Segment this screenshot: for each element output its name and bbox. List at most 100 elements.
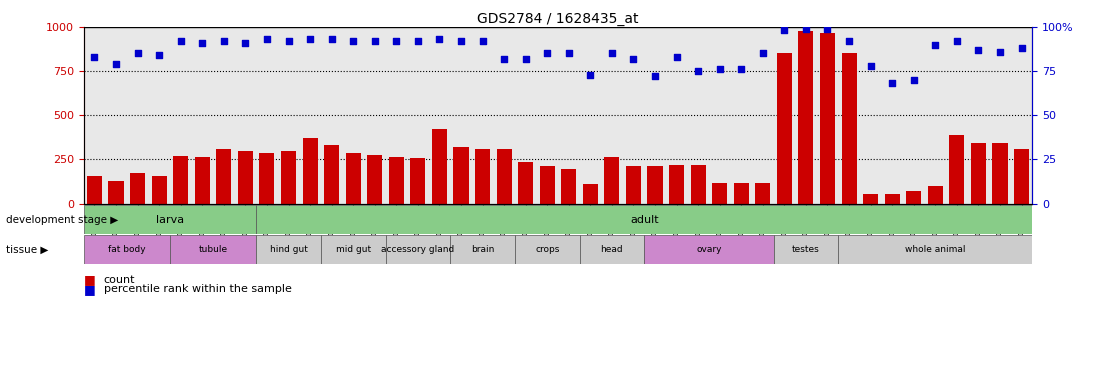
Point — [408, 38, 426, 44]
Bar — [238, 151, 253, 204]
Bar — [173, 156, 189, 204]
Bar — [950, 135, 964, 204]
Bar — [281, 151, 296, 204]
Bar — [647, 166, 663, 204]
Bar — [841, 53, 857, 204]
Point — [947, 38, 965, 44]
Bar — [691, 165, 705, 204]
Bar — [885, 194, 899, 204]
Point — [387, 38, 405, 44]
Bar — [863, 194, 878, 204]
Point — [323, 36, 340, 42]
Bar — [346, 153, 360, 204]
Bar — [756, 183, 770, 204]
Bar — [583, 184, 598, 204]
Bar — [668, 165, 684, 204]
Point — [711, 66, 729, 72]
Bar — [194, 157, 210, 204]
Bar — [605, 157, 619, 204]
Point — [840, 38, 858, 44]
Point — [172, 38, 190, 44]
Bar — [838, 235, 1032, 264]
Point — [193, 40, 211, 46]
Text: count: count — [104, 275, 135, 285]
Bar — [152, 176, 166, 204]
Bar — [259, 153, 275, 204]
Bar — [992, 142, 1008, 204]
Bar — [411, 157, 425, 204]
Point — [452, 38, 470, 44]
Bar — [475, 149, 490, 204]
Point — [776, 27, 793, 33]
Point — [667, 54, 685, 60]
Point — [970, 47, 988, 53]
Point — [690, 68, 708, 74]
Text: fat body: fat body — [108, 245, 145, 254]
Point — [625, 56, 643, 62]
Point — [797, 26, 815, 32]
Text: ■: ■ — [84, 273, 96, 286]
Text: testes: testes — [792, 245, 820, 254]
Point — [280, 38, 298, 44]
Bar — [626, 166, 641, 204]
Point — [818, 26, 836, 32]
Point — [883, 80, 901, 86]
Bar — [453, 147, 469, 204]
Text: development stage ▶: development stage ▶ — [6, 215, 118, 225]
Text: larva: larva — [156, 215, 184, 225]
Bar — [906, 191, 922, 204]
Bar — [733, 183, 749, 204]
Point — [646, 73, 664, 79]
Point — [473, 38, 491, 44]
Text: hind gut: hind gut — [270, 245, 307, 254]
Bar — [450, 235, 514, 264]
Point — [107, 61, 125, 67]
Text: tubule: tubule — [199, 245, 228, 254]
Bar — [84, 235, 170, 264]
Point — [991, 48, 1009, 55]
Title: GDS2784 / 1628435_at: GDS2784 / 1628435_at — [478, 12, 638, 26]
Text: adult: adult — [629, 215, 658, 225]
Point — [344, 38, 362, 44]
Point — [1012, 45, 1030, 51]
Bar — [561, 169, 576, 204]
Bar — [971, 144, 985, 204]
Bar — [432, 129, 448, 204]
Point — [431, 36, 449, 42]
Text: head: head — [600, 245, 623, 254]
Point — [151, 52, 169, 58]
Point — [603, 50, 620, 56]
Point — [926, 41, 944, 48]
Bar — [497, 149, 511, 204]
Text: whole animal: whole animal — [905, 245, 965, 254]
Point — [366, 38, 384, 44]
Bar — [712, 183, 728, 204]
Bar — [927, 186, 943, 204]
Point — [215, 38, 233, 44]
Bar — [302, 138, 318, 204]
Point — [237, 40, 254, 46]
Bar — [540, 166, 555, 204]
Bar — [773, 235, 838, 264]
Text: ■: ■ — [84, 283, 96, 296]
Bar — [518, 162, 533, 204]
Point — [560, 50, 578, 56]
Bar — [87, 176, 102, 204]
Text: ovary: ovary — [696, 245, 722, 254]
Bar — [324, 145, 339, 204]
Text: crops: crops — [535, 245, 559, 254]
Bar — [108, 180, 124, 204]
Bar — [367, 155, 383, 204]
Bar — [644, 235, 773, 264]
Bar — [84, 205, 257, 234]
Point — [86, 54, 104, 60]
Bar — [579, 235, 644, 264]
Bar — [514, 235, 579, 264]
Text: tissue ▶: tissue ▶ — [6, 245, 48, 255]
Bar — [798, 31, 814, 204]
Point — [258, 36, 276, 42]
Bar — [170, 235, 257, 264]
Bar — [777, 53, 792, 204]
Point — [517, 56, 535, 62]
Text: percentile rank within the sample: percentile rank within the sample — [104, 284, 291, 294]
